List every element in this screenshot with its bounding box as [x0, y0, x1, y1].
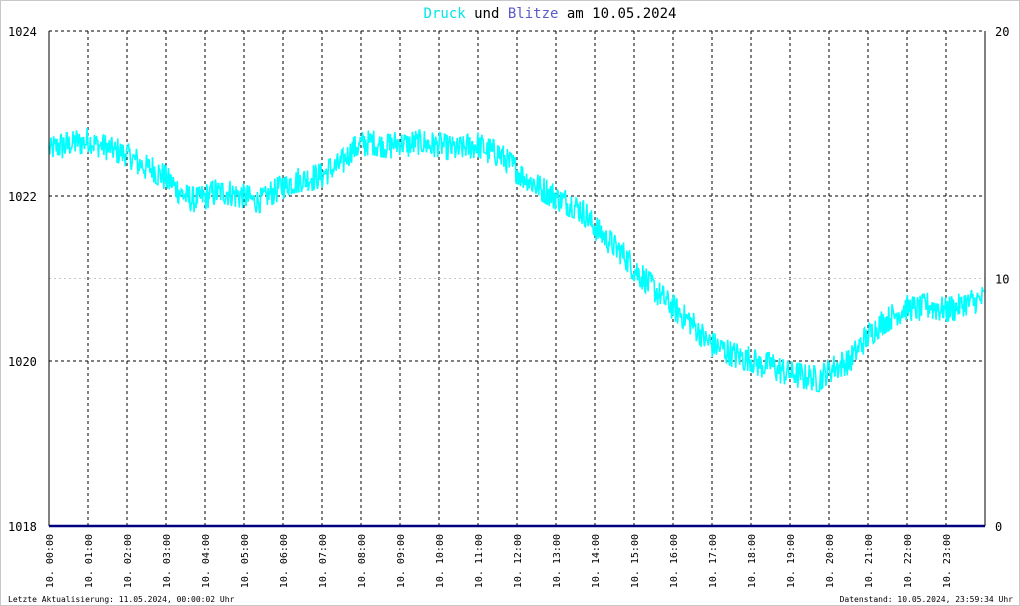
y-left-tick-label: 1024: [8, 25, 37, 39]
y-left-tick-label: 1020: [8, 355, 37, 369]
x-tick-label: 10. 19:00: [786, 534, 797, 588]
x-tick-label: 10. 16:00: [669, 534, 680, 588]
x-tick-label: 10. 18:00: [747, 534, 758, 588]
title-part-0: Druck: [424, 6, 467, 22]
x-tick-label: 10. 06:00: [279, 534, 290, 588]
x-tick-label: 10. 22:00: [903, 534, 914, 588]
y-right-tick-label: 0: [995, 520, 1002, 534]
x-tick-label: 10. 17:00: [708, 534, 719, 588]
x-tick-label: 10. 08:00: [357, 534, 368, 588]
footer-last-update: Letzte Aktualisierung: 11.05.2024, 00:00…: [8, 595, 235, 604]
x-tick-label: 10. 12:00: [513, 534, 524, 588]
series-layer: [48, 127, 985, 528]
title-part-3: am 10.05.2024: [558, 6, 676, 22]
x-tick-label: 10. 04:00: [201, 534, 212, 588]
x-tick-label: 10. 01:00: [84, 534, 95, 588]
x-tick-label: 10. 00:00: [45, 534, 56, 588]
x-tick-label: 10. 21:00: [864, 534, 875, 588]
title-part-1: und: [466, 6, 508, 22]
y-left-tick-label: 1022: [8, 190, 37, 204]
y-right-tick-label: 10: [995, 273, 1009, 287]
x-tick-label: 10. 09:00: [396, 534, 407, 588]
x-tick-label: 10. 20:00: [825, 534, 836, 588]
x-tick-label: 10. 02:00: [123, 534, 134, 588]
footer-data-status: Datenstand: 10.05.2024, 23:59:34 Uhr: [840, 595, 1014, 604]
x-tick-label: 10. 11:00: [474, 534, 485, 588]
axis-layer: 10. 00:00 10. 01:00 10. 02:00 10. 03:00 10. …: [8, 25, 1009, 588]
x-tick-label: 10. 07:00: [318, 534, 329, 588]
chart-title: Druck und Blitze am 10.05.2024: [424, 6, 677, 22]
title-part-2: Blitze: [508, 6, 559, 22]
series-druck-line: [48, 127, 985, 393]
x-tick-label: 10. 13:00: [552, 534, 563, 588]
y-left-tick-label: 1018: [8, 520, 37, 534]
x-tick-label: 10. 05:00: [240, 534, 251, 588]
x-tick-label: 10. 14:00: [591, 534, 602, 588]
x-tick-label: 10. 23:00: [942, 534, 953, 588]
x-tick-label: 10. 10:00: [435, 534, 446, 588]
y-right-tick-label: 20: [995, 25, 1009, 39]
x-tick-label: 10. 03:00: [162, 534, 173, 588]
grid-layer: [49, 30, 985, 526]
x-tick-label: 10. 15:00: [630, 534, 641, 588]
